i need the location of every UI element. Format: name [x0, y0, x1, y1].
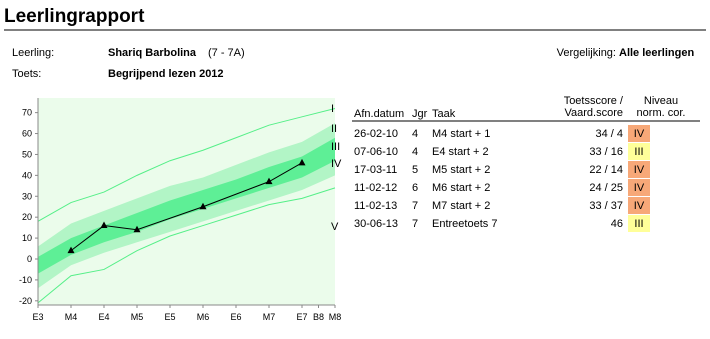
- cell: 26-02-10: [354, 128, 398, 140]
- y-tick-label: -10: [19, 275, 32, 285]
- score-point: [133, 225, 141, 233]
- header-cell: Afn.datum: [354, 108, 404, 120]
- x-tick-label: M8: [329, 312, 342, 322]
- level-cell: [628, 179, 650, 196]
- level-cell: [628, 215, 650, 232]
- cell: IV: [634, 200, 645, 212]
- level-label: V: [331, 221, 339, 233]
- x-tick-label: E5: [164, 312, 175, 322]
- level-line: [37, 107, 336, 222]
- cell: 6: [412, 182, 418, 194]
- cell: 30-06-13: [354, 218, 398, 230]
- header-cell: norm. cor.: [637, 107, 686, 119]
- y-tick-label: -20: [19, 296, 32, 306]
- cell: IV: [634, 182, 645, 194]
- y-tick-label: 0: [27, 254, 32, 264]
- cell: IV: [634, 164, 645, 176]
- label: Vergelijking:: [557, 47, 616, 59]
- comparison: Alle leerlingen: [619, 47, 694, 59]
- group: (7 - 7A): [208, 47, 245, 59]
- score-point: [298, 158, 306, 166]
- y-tick-label: 40: [22, 170, 32, 180]
- cell: E4 start + 2: [432, 146, 489, 158]
- header-cell: Taak: [432, 108, 456, 120]
- cell: 4: [412, 128, 418, 140]
- level-line: [37, 187, 336, 304]
- level-label: I: [331, 103, 334, 115]
- cell: 11-02-12: [354, 182, 397, 194]
- cell: 17-03-11: [354, 164, 397, 176]
- label: Leerling:: [12, 47, 54, 59]
- y-tick-label: 60: [22, 129, 32, 139]
- header-cell: Niveau: [644, 95, 678, 107]
- level-label: II: [331, 123, 337, 135]
- cell: M5 start + 2: [432, 164, 490, 176]
- level-cell: [628, 125, 650, 142]
- level-cell: [628, 143, 650, 160]
- level-label: IV: [331, 158, 342, 170]
- y-tick-label: 70: [22, 108, 32, 118]
- cell: 33 / 16: [589, 146, 623, 158]
- y-tick-label: 10: [22, 233, 32, 243]
- header-cell: Toetsscore /: [564, 95, 624, 107]
- score-point: [199, 202, 207, 210]
- level-cell: [628, 161, 650, 178]
- level-band: [38, 137, 335, 274]
- y-tick-label: 30: [22, 191, 32, 201]
- cell: 7: [412, 218, 418, 230]
- x-tick-label: M6: [197, 312, 210, 322]
- x-tick-label: E7: [296, 312, 307, 322]
- cell: III: [634, 218, 643, 230]
- cell: 24 / 25: [589, 182, 623, 194]
- cell: IV: [634, 128, 645, 140]
- cell: 7: [412, 200, 418, 212]
- x-tick-label: E6: [230, 312, 241, 322]
- header-cell: Vaard.score: [565, 107, 624, 119]
- cell: M7 start + 2: [432, 200, 490, 212]
- level-label: III: [331, 141, 340, 153]
- x-tick-label: E3: [32, 312, 43, 322]
- table: Afn.datum Jgr Taak Toetsscore /Vaard.score N…: [352, 95, 700, 232]
- x-tick-label: B8: [313, 312, 324, 322]
- label: Toets:: [12, 68, 41, 80]
- cell: 46: [611, 218, 623, 230]
- cell: Entreetoets 7: [432, 218, 497, 230]
- cell: 11-02-13: [354, 200, 397, 212]
- cell: 07-06-10: [354, 146, 398, 158]
- x-tick-label: M7: [263, 312, 276, 322]
- test: Begrijpend lezen 2012: [108, 68, 224, 80]
- cell: 33 / 37: [589, 200, 623, 212]
- y-tick-label: 50: [22, 149, 32, 159]
- header-cell: Jgr: [412, 108, 428, 120]
- score-point: [100, 221, 108, 229]
- score-line: [70, 162, 303, 252]
- cell: 5: [412, 164, 418, 176]
- title: Leerlingrapport: [4, 6, 145, 27]
- score-point: [265, 177, 273, 185]
- level-cell: [628, 197, 650, 214]
- cell: 34 / 4: [595, 128, 623, 140]
- cell: M6 start + 2: [432, 182, 490, 194]
- score-point: [67, 246, 75, 254]
- cell: III: [634, 146, 643, 158]
- cell: 4: [412, 146, 418, 158]
- cell: M4 start + 1: [432, 128, 490, 140]
- y-tick-label: 20: [22, 212, 32, 222]
- x-tick-label: E4: [98, 312, 109, 322]
- cell: 22 / 14: [589, 164, 623, 176]
- x-tick-label: M4: [65, 312, 78, 322]
- x-tick-label: M5: [131, 312, 144, 322]
- student: Shariq Barbolina: [108, 47, 197, 59]
